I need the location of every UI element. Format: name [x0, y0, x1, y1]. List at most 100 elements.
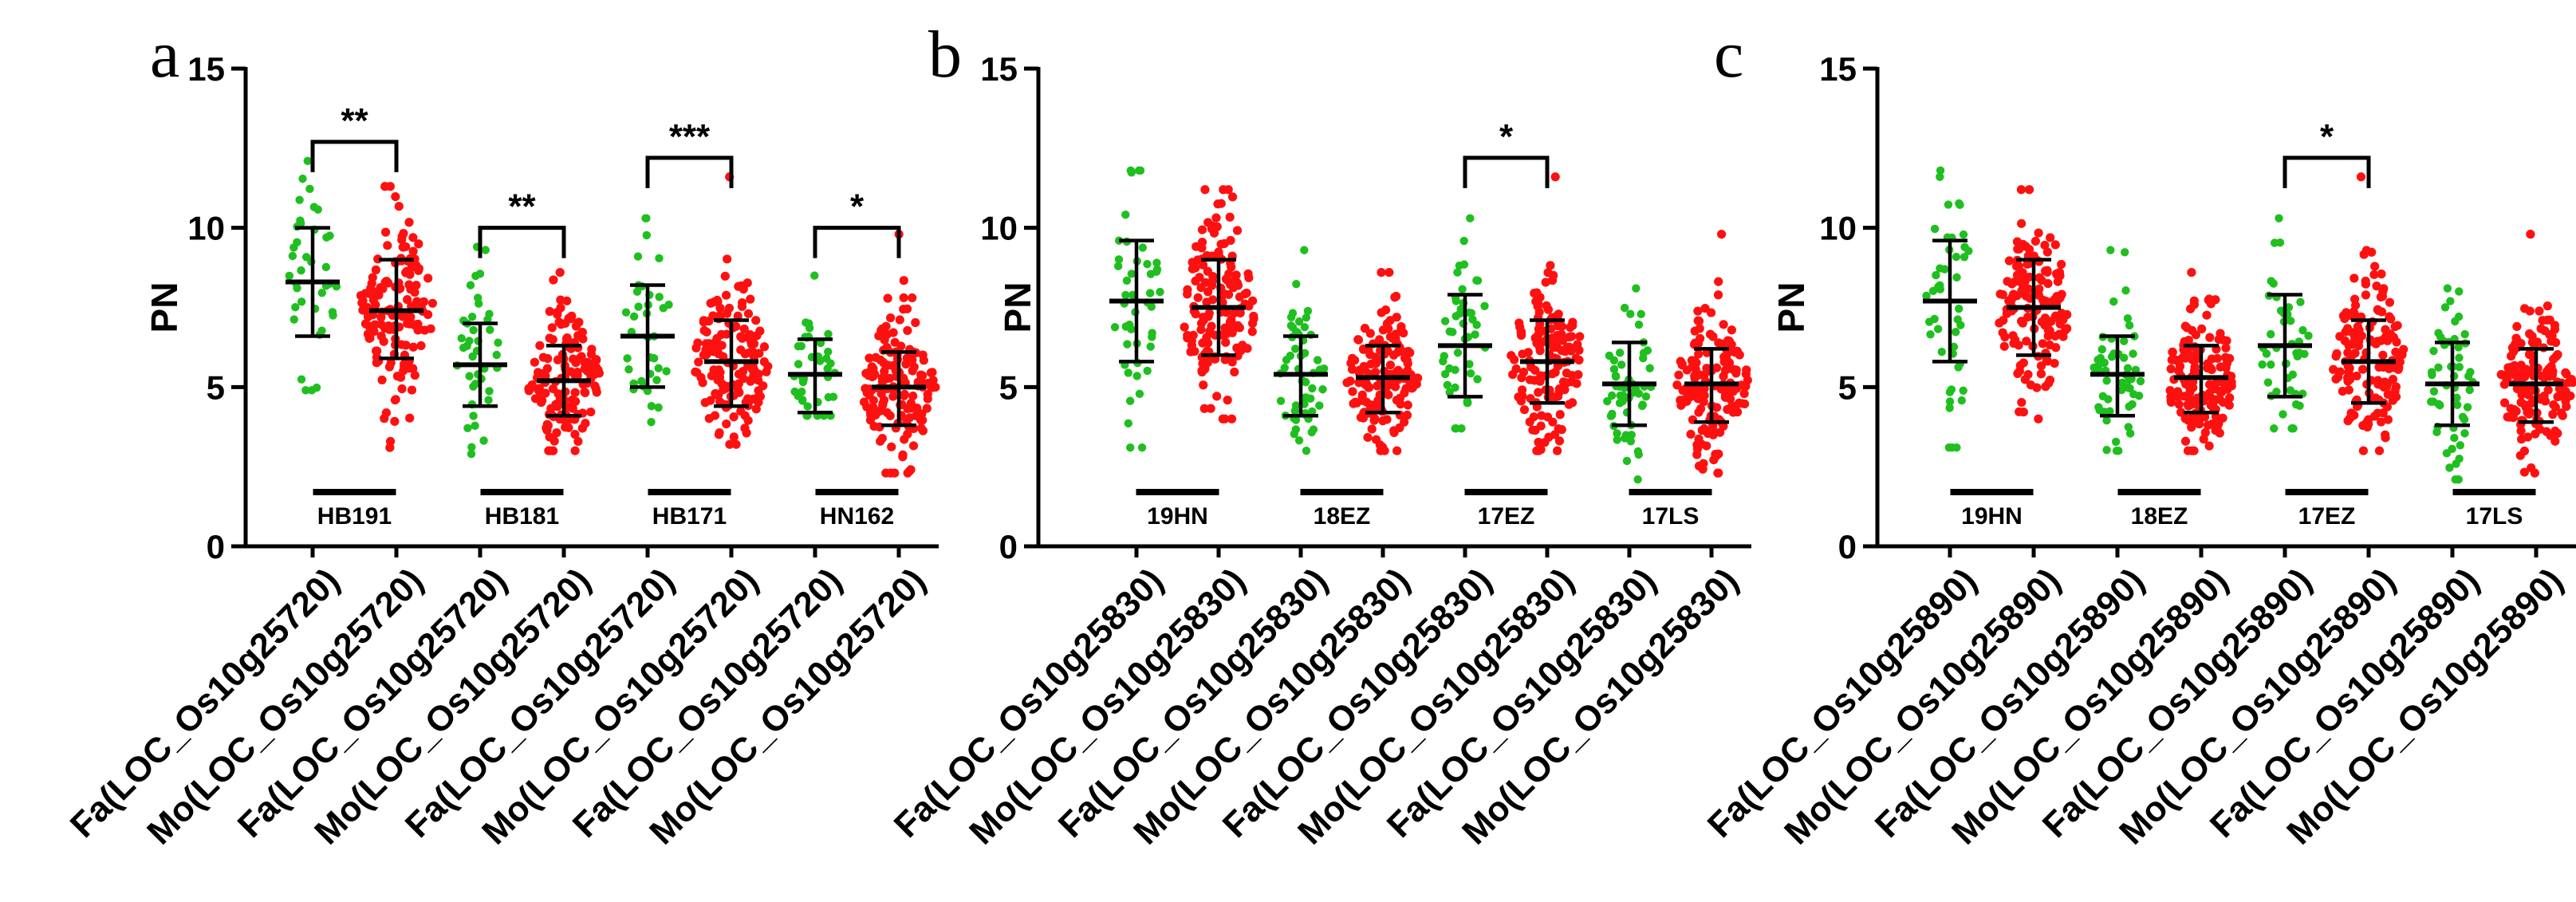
data-point	[1232, 226, 1243, 235]
data-point	[1199, 380, 1208, 390]
data-point	[2376, 292, 2385, 302]
data-point	[562, 333, 572, 343]
data-point	[1511, 364, 1521, 374]
data-point	[2052, 292, 2062, 301]
data-point	[2055, 319, 2065, 329]
data-point	[918, 416, 928, 425]
data-point	[564, 313, 573, 323]
data-point	[1995, 290, 2005, 299]
data-point	[1385, 316, 1395, 325]
data-point	[1634, 320, 1644, 329]
data-point	[1229, 309, 1239, 318]
data-point	[2373, 305, 2382, 314]
data-point	[2358, 364, 2368, 374]
data-point	[1197, 367, 1207, 377]
data-points	[1507, 172, 1585, 455]
data-point	[2374, 446, 2385, 455]
data-point	[895, 315, 904, 325]
data-point	[1637, 309, 1645, 319]
data-point	[1472, 276, 1481, 285]
data-point	[400, 360, 409, 369]
data-point	[2270, 238, 2279, 247]
data-point	[1940, 265, 1949, 274]
data-point	[426, 324, 435, 333]
data-point	[1227, 357, 1237, 367]
data-point	[1294, 317, 1304, 326]
data-point	[694, 357, 703, 367]
data-point	[2296, 297, 2305, 306]
data-point	[534, 384, 544, 393]
data-point	[1960, 253, 1969, 262]
y-tick-label: 15	[1819, 50, 1857, 88]
data-point	[1518, 367, 1529, 377]
data-point	[869, 421, 879, 431]
data-point	[1743, 376, 1752, 385]
data-point	[714, 430, 724, 439]
data-point	[1121, 290, 1130, 300]
data-point	[2516, 360, 2526, 370]
data-point	[2526, 230, 2535, 239]
data-point	[1199, 313, 1208, 322]
data-point	[1697, 426, 1707, 435]
data-point	[1713, 290, 1723, 300]
data-point	[652, 376, 661, 384]
data-point	[1125, 396, 1135, 405]
data-point	[911, 317, 920, 328]
data-point	[1536, 421, 1546, 431]
data-point	[2204, 362, 2214, 372]
data-point	[1621, 434, 1629, 443]
data-point	[1202, 297, 1211, 307]
data-point	[1195, 273, 1204, 282]
data-point	[1459, 236, 1468, 246]
data-point	[1514, 392, 1523, 402]
data-point	[1224, 269, 1234, 278]
data-point	[1392, 446, 1402, 455]
data-point	[1634, 450, 1643, 459]
data-points	[1276, 246, 1329, 455]
data-point	[570, 430, 580, 439]
data-point	[463, 423, 472, 432]
data-point	[467, 449, 476, 459]
data-point	[301, 253, 311, 262]
data-point	[285, 271, 294, 281]
significance-bracket	[813, 226, 901, 258]
data-point	[742, 278, 752, 288]
y-tick-label: 0	[1838, 528, 1857, 565]
data-point	[702, 327, 711, 337]
data-point	[1613, 435, 1621, 444]
data-point	[2023, 284, 2034, 293]
data-point	[1440, 369, 1450, 379]
data-point	[2034, 284, 2044, 293]
data-point	[2024, 244, 2034, 254]
data-point	[729, 432, 739, 442]
data-point	[2369, 270, 2379, 279]
data-point	[1467, 309, 1476, 317]
data-point	[763, 361, 773, 371]
data-point	[2390, 386, 2400, 396]
data-point	[2011, 262, 2022, 271]
data-point	[549, 275, 558, 285]
data-point	[2000, 332, 2010, 342]
data-point	[1731, 368, 1741, 378]
data-point	[1382, 415, 1392, 424]
data-point	[1691, 364, 1700, 374]
data-point	[475, 270, 485, 278]
data-point	[312, 383, 321, 392]
data-point	[2006, 297, 2016, 306]
data-point	[725, 439, 735, 449]
data-point	[1534, 337, 1543, 347]
data-point	[2428, 370, 2436, 380]
data-point	[2180, 436, 2191, 446]
data-point	[368, 295, 378, 305]
data-point	[1127, 325, 1136, 334]
data-point	[1933, 325, 1943, 333]
data-point	[2124, 423, 2133, 431]
data-point	[1568, 371, 1578, 380]
significance-bracket	[1463, 156, 1550, 188]
data-point	[2125, 429, 2135, 438]
data-point	[887, 442, 896, 451]
data-point	[890, 337, 900, 347]
data-point	[1706, 308, 1716, 317]
data-point	[908, 293, 917, 303]
data-point	[2452, 393, 2461, 402]
